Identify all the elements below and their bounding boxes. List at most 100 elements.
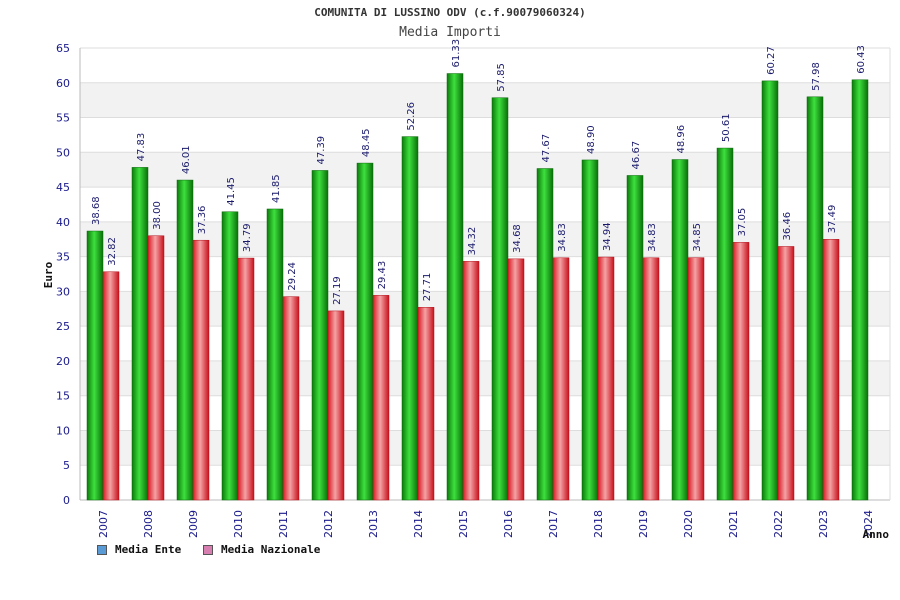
x-tick-label-2024: 2024 [862,510,875,538]
x-tick-label-2016: 2016 [502,510,515,538]
bar-media-ente-2019 [626,175,644,501]
data-label-media-nazionale-2019: 34.83 [647,223,658,252]
y-tick-label: 45 [56,181,70,194]
background-band [80,82,890,118]
y-tick-label: 0 [63,494,70,507]
x-tick-label-2020: 2020 [682,510,695,538]
chart-title: COMUNITA DI LUSSINO ODV (c.f.90079060324… [314,6,586,19]
x-tick-label-2019: 2019 [637,510,650,538]
data-label-media-nazionale-2016: 34.68 [512,224,523,253]
data-label-media-nazionale-2009: 37.36 [197,206,208,235]
y-tick-label: 40 [56,216,70,229]
bar-media-ente-2024 [851,79,869,501]
legend-label-media-nazionale: Media Nazionale [221,543,321,556]
x-tick-label-2009: 2009 [187,510,200,538]
bar-media-ente-2018 [581,159,599,501]
bar-media-ente-2022 [761,80,779,501]
data-label-media-nazionale-2023: 37.49 [827,205,838,234]
bar-media-ente-2008 [131,167,149,501]
bar-media-ente-2010 [221,211,239,501]
x-axis-label: Anno [863,528,890,541]
data-label-media-nazionale-2017: 34.83 [557,223,568,252]
data-label-media-ente-2020: 48.96 [676,125,687,154]
data-label-media-nazionale-2022: 36.46 [782,212,793,241]
y-tick-label: 20 [56,355,70,368]
data-label-media-nazionale-2015: 34.32 [467,227,478,256]
bar-media-nazionale-2012 [327,310,345,501]
data-label-media-ente-2013: 48.45 [361,128,372,157]
x-tick-label-2008: 2008 [142,510,155,538]
x-tick-label-2017: 2017 [547,510,560,538]
bar-media-ente-2012 [311,170,329,501]
legend-swatch-media-nazionale [203,544,213,555]
y-tick-label: 10 [56,424,70,437]
data-label-media-ente-2021: 50.61 [721,113,732,142]
data-label-media-nazionale-2021: 37.05 [737,208,748,237]
data-label-media-ente-2017: 47.67 [541,134,552,163]
data-label-media-ente-2010: 41.45 [226,177,237,206]
legend-label-media-ente: Media Ente [115,543,182,556]
x-tick-label-2021: 2021 [727,510,740,538]
data-label-media-ente-2018: 48.90 [586,125,597,154]
data-label-media-ente-2009: 46.01 [181,145,192,174]
bar-media-nazionale-2017 [552,257,570,501]
bar-media-ente-2015 [446,73,464,501]
y-tick-label: 55 [56,112,70,125]
x-tick-label-2010: 2010 [232,510,245,538]
bar-media-nazionale-2015 [462,261,480,501]
background-band [80,430,890,466]
data-label-media-nazionale-2010: 34.79 [242,223,253,252]
bar-media-nazionale-2018 [597,256,615,501]
y-tick-label: 35 [56,251,70,264]
bar-media-ente-2023 [806,96,824,501]
bar-media-ente-2013 [356,162,374,501]
bar-media-nazionale-2022 [777,246,795,501]
bar-media-ente-2017 [536,168,554,501]
y-tick-label: 50 [56,146,70,159]
y-tick-label: 25 [56,320,70,333]
bar-media-nazionale-2008 [147,235,165,501]
x-tick-label-2013: 2013 [367,510,380,538]
data-label-media-ente-2008: 47.83 [136,133,147,162]
bar-media-nazionale-2010 [237,257,255,501]
data-label-media-ente-2012: 47.39 [316,136,327,165]
bar-media-ente-2021 [716,147,734,501]
data-label-media-ente-2015: 61.33 [451,39,462,68]
data-label-media-nazionale-2014: 27.71 [422,273,433,302]
background-band [80,152,890,188]
background-band [80,360,890,396]
bar-media-nazionale-2014 [417,307,435,501]
y-tick-label: 65 [56,42,70,55]
bar-media-ente-2020 [671,159,689,501]
data-label-media-nazionale-2012: 27.19 [332,276,343,305]
bar-media-nazionale-2016 [507,258,525,501]
background-band [80,291,890,327]
bar-media-nazionale-2013 [372,295,390,501]
bar-media-ente-2011 [266,208,284,501]
background-band [80,221,890,257]
data-label-media-ente-2022: 60.27 [766,46,777,75]
bar-media-ente-2016 [491,97,509,501]
x-tick-label-2022: 2022 [772,510,785,538]
bar-media-ente-2014 [401,136,419,501]
y-tick-label: 60 [56,77,70,90]
x-tick-label-2011: 2011 [277,510,290,538]
bar-media-nazionale-2011 [282,296,300,501]
bar-media-nazionale-2021 [732,242,750,501]
bar-media-ente-2007 [86,230,104,501]
chart-subtitle: Media Importi [399,25,501,40]
x-tick-label-2014: 2014 [412,510,425,538]
x-tick-label-2018: 2018 [592,510,605,538]
data-label-media-nazionale-2011: 29.24 [287,262,298,291]
data-label-media-ente-2011: 41.85 [271,174,282,203]
y-axis-label: Euro [42,261,55,288]
x-tick-label-2015: 2015 [457,510,470,538]
legend-swatch-media-ente [97,544,107,555]
y-tick-label: 30 [56,285,70,298]
bar-media-nazionale-2023 [822,239,840,501]
bar-media-nazionale-2009 [192,239,210,501]
x-tick-label-2012: 2012 [322,510,335,538]
data-label-media-ente-2014: 52.26 [406,102,417,131]
data-label-media-ente-2024: 60.43 [856,45,867,74]
